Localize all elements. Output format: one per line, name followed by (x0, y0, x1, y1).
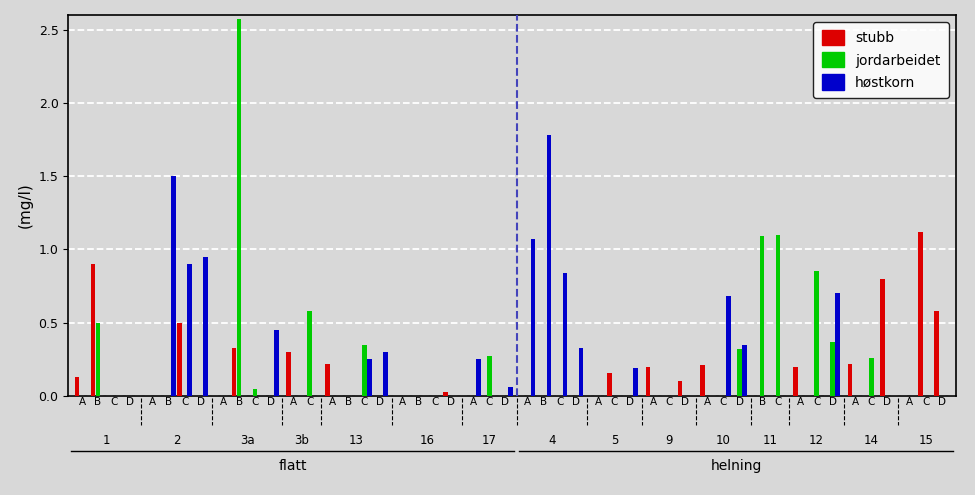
Bar (814, 271, 819, 396)
Bar (488, 356, 491, 396)
Bar (325, 364, 330, 396)
Bar (645, 367, 650, 396)
Text: 9: 9 (665, 434, 673, 447)
Text: 11: 11 (762, 434, 778, 447)
Bar (187, 264, 192, 396)
Bar (869, 358, 874, 396)
Bar (794, 367, 798, 396)
Bar (700, 365, 705, 396)
Text: 14: 14 (864, 434, 878, 447)
Bar (678, 381, 682, 396)
Bar (444, 392, 448, 396)
Bar (848, 364, 852, 396)
Text: 2: 2 (173, 434, 180, 447)
Bar (91, 264, 96, 396)
Bar (831, 342, 835, 396)
Text: 13: 13 (349, 434, 364, 447)
Bar (742, 345, 747, 396)
Text: 4: 4 (548, 434, 556, 447)
Text: 16: 16 (419, 434, 434, 447)
Bar (547, 135, 551, 396)
Bar (172, 176, 176, 396)
Bar (476, 359, 481, 396)
Bar (633, 368, 638, 396)
Bar (75, 377, 79, 396)
Bar (287, 352, 291, 396)
Bar (776, 235, 780, 396)
Text: 15: 15 (918, 434, 933, 447)
Bar (204, 257, 208, 396)
Text: 3a: 3a (240, 434, 254, 447)
Bar (237, 19, 242, 396)
Bar (177, 323, 182, 396)
Bar (96, 323, 100, 396)
Bar (563, 273, 567, 396)
Bar (508, 387, 513, 396)
Bar (934, 311, 939, 396)
Y-axis label: (mg/l): (mg/l) (18, 183, 33, 228)
Bar (274, 330, 279, 396)
Bar (607, 373, 611, 396)
Text: helning: helning (711, 459, 761, 473)
Bar (307, 311, 312, 396)
Bar (383, 352, 388, 396)
Text: flatt: flatt (278, 459, 307, 473)
Bar (578, 347, 583, 396)
Bar (367, 359, 371, 396)
Text: 17: 17 (482, 434, 497, 447)
Text: 5: 5 (610, 434, 618, 447)
Bar (726, 297, 731, 396)
Bar (253, 389, 257, 396)
Bar (836, 294, 840, 396)
Text: 1: 1 (102, 434, 110, 447)
Bar (760, 236, 764, 396)
Bar (232, 347, 237, 396)
Bar (530, 239, 535, 396)
Bar (879, 279, 884, 396)
Text: 12: 12 (809, 434, 824, 447)
Bar (737, 349, 742, 396)
Text: 3b: 3b (294, 434, 309, 447)
Legend: stubb, jordarbeidet, høstkorn: stubb, jordarbeidet, høstkorn (813, 22, 949, 98)
Bar (362, 345, 367, 396)
Bar (918, 232, 923, 396)
Text: 10: 10 (716, 434, 731, 447)
